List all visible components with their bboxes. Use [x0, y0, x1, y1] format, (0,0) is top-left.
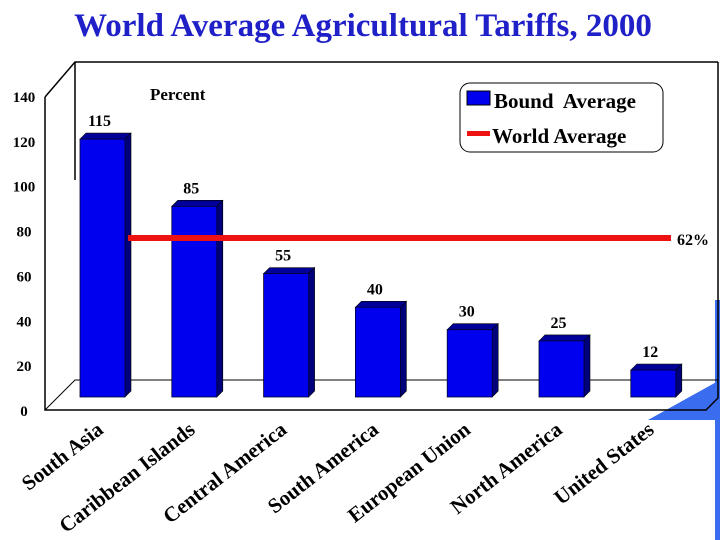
y-tick-label: 100	[13, 180, 36, 196]
bar-side	[216, 199, 224, 398]
bar	[354, 300, 408, 398]
y-tick-label: 140	[13, 90, 36, 106]
y-tick-label: 80	[17, 225, 32, 241]
x-tick-label: South Asia	[17, 417, 108, 496]
bar-top	[446, 323, 499, 331]
legend-label-world: World Average	[492, 124, 626, 148]
blue-corner-decoration	[648, 300, 720, 540]
x-tick-label: United States	[549, 417, 658, 510]
bar-side	[308, 266, 315, 398]
bar-top	[262, 267, 316, 274]
bar-value-label: 30	[459, 304, 475, 321]
bar-side	[124, 132, 132, 398]
bar-top	[171, 200, 224, 207]
bar-face	[171, 205, 218, 398]
legend-swatch-bound	[466, 90, 491, 106]
bar-face	[354, 306, 401, 398]
bar-face	[79, 138, 126, 398]
chart-title: World Average Agricultural Tariffs, 2000	[74, 8, 652, 44]
y-tick-label: 20	[17, 359, 32, 375]
bar-face	[263, 273, 310, 398]
bar	[79, 132, 132, 398]
bar	[538, 334, 591, 398]
bar-side	[491, 322, 499, 398]
y-tick-label: 60	[17, 269, 32, 285]
bar-side	[675, 363, 683, 398]
bar	[630, 363, 683, 398]
bar-side	[400, 300, 407, 398]
y-tick-label: 40	[17, 314, 32, 330]
bar-face	[538, 340, 585, 398]
bar-top	[538, 334, 591, 342]
bar-side	[583, 334, 591, 398]
plot-frame	[44, 61, 719, 411]
bar-value-label: 85	[183, 180, 199, 197]
y-axis-label: Percent	[150, 85, 206, 104]
bar	[446, 322, 499, 398]
y-tick-label: 120	[13, 135, 36, 151]
bar-top	[79, 132, 132, 140]
bar-face	[446, 329, 493, 398]
bar-value-label: 12	[642, 344, 658, 361]
bar	[262, 266, 316, 398]
bar-face	[630, 369, 677, 398]
bar-top	[630, 363, 683, 371]
bar	[171, 199, 224, 398]
bar-value-label: 25	[551, 315, 567, 332]
bar-value-label: 40	[367, 281, 383, 298]
legend-swatch-world	[467, 131, 490, 136]
y-tick-label: 0	[20, 404, 28, 420]
world-average-label: 62%	[677, 232, 709, 249]
legend-label-bound: Bound Average	[494, 89, 636, 113]
bar-top	[354, 300, 408, 308]
legend: Bound Average World Average	[459, 82, 664, 153]
bar-value-label: 55	[275, 248, 291, 265]
bar-value-label: 115	[88, 113, 111, 130]
